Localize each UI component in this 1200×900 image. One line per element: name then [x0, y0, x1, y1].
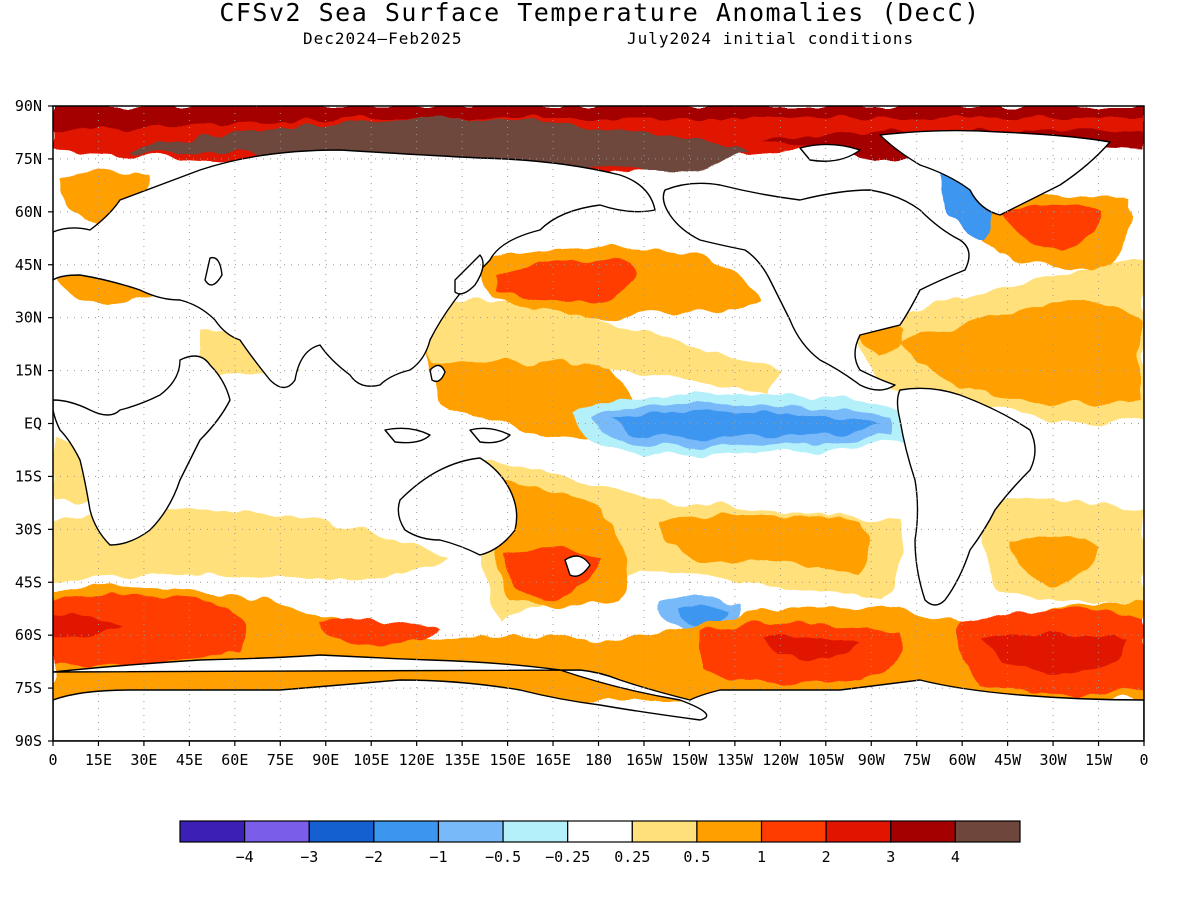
lon-tick-label: 90W	[858, 751, 886, 769]
colorbar-swatch	[954, 820, 1021, 843]
colorbar-swatch	[696, 820, 763, 843]
lon-tick-label: 165W	[626, 751, 663, 769]
color-legend: −4 −3 −2 −1 −0.5 −0.25 0.25 0.5 1 2 3 4	[179, 820, 1021, 866]
lon-tick-label: 15E	[85, 751, 112, 769]
lat-tick-label: 15N	[15, 362, 42, 380]
colorbar-swatch	[567, 820, 633, 843]
lat-tick-label: 45N	[15, 256, 42, 274]
lat-tick-label: 90S	[15, 732, 42, 750]
lon-tick-label: 0	[48, 751, 57, 769]
colorbar-swatch	[890, 820, 956, 843]
lat-tick-label: 15S	[15, 467, 42, 485]
colorbar-label: −3	[300, 848, 318, 866]
colorbar-swatch	[437, 820, 504, 843]
colorbar-swatch	[502, 820, 569, 843]
lat-tick-label: 60N	[15, 203, 42, 221]
lon-tick-label: 30E	[130, 751, 157, 769]
colorbar-swatch	[373, 820, 440, 843]
lon-tick-label: 135W	[717, 751, 754, 769]
lat-tick-label: 60S	[15, 626, 42, 644]
lon-tick-label: 60W	[949, 751, 977, 769]
colorbar-label: 0.25	[614, 848, 650, 866]
lon-tick-label: 75E	[267, 751, 294, 769]
colorbar-label: −1	[429, 848, 447, 866]
lon-tick-label: 45W	[994, 751, 1022, 769]
lat-tick-label: 30N	[15, 309, 42, 327]
colorbar-swatch	[244, 820, 310, 843]
lat-tick-label: 90N	[15, 97, 42, 115]
colorbar-label: −2	[365, 848, 383, 866]
colorbar-label: 1	[757, 848, 766, 866]
lon-tick-label: 15W	[1085, 751, 1113, 769]
colorbar-swatch	[825, 820, 892, 843]
coastlines	[53, 129, 1144, 741]
longitude-axis: 0 15E 30E 45E 60E 75E 90E 105E 120E 135E 150E 165E 1…	[48, 741, 1149, 769]
graticule	[53, 106, 1144, 741]
lon-tick-label: 165E	[535, 751, 571, 769]
initial-conditions: July2024 initial conditions	[627, 29, 915, 48]
lon-tick-label: 180	[585, 751, 612, 769]
colorbar-swatch	[631, 820, 698, 843]
lat-tick-label: 75N	[15, 150, 42, 168]
lon-tick-label: 45E	[176, 751, 203, 769]
lon-tick-label: 105E	[353, 751, 389, 769]
colorbar-swatch	[179, 820, 246, 843]
colorbar-label: 0.5	[683, 848, 710, 866]
colorbar-label: −0.5	[485, 848, 521, 866]
colorbar-swatch	[760, 820, 827, 843]
lon-tick-label: 105W	[808, 751, 845, 769]
lon-tick-label: 150W	[671, 751, 708, 769]
lon-tick-label: 135E	[444, 751, 480, 769]
lat-tick-label: 30S	[15, 520, 42, 538]
colorbar-label: 2	[822, 848, 831, 866]
forecast-period: Dec2024–Feb2025	[303, 29, 463, 48]
latitude-axis: 90N 75N 60N 45N 30N 15N EQ 15S 30S 45S 60S 75S 90S	[15, 97, 53, 750]
lon-tick-label: 60E	[221, 751, 248, 769]
lon-tick-label: 30W	[1040, 751, 1068, 769]
lon-tick-label: 120W	[762, 751, 799, 769]
lat-tick-label: EQ	[24, 415, 42, 433]
lat-tick-label: 75S	[15, 679, 42, 697]
lon-tick-label: 75W	[903, 751, 931, 769]
colorbar-label: 4	[951, 848, 960, 866]
colorbar-swatch	[308, 820, 375, 843]
lon-tick-label: 150E	[490, 751, 526, 769]
colorbar-label: −0.25	[545, 848, 590, 866]
lat-tick-label: 45S	[15, 573, 42, 591]
lon-tick-label: 0	[1139, 751, 1148, 769]
colorbar-label: 3	[886, 848, 895, 866]
map-title: CFSv2 Sea Surface Temperature Anomalies …	[219, 0, 981, 27]
lon-tick-label: 90E	[312, 751, 339, 769]
lon-tick-label: 120E	[399, 751, 435, 769]
colorbar-label: −4	[236, 848, 254, 866]
